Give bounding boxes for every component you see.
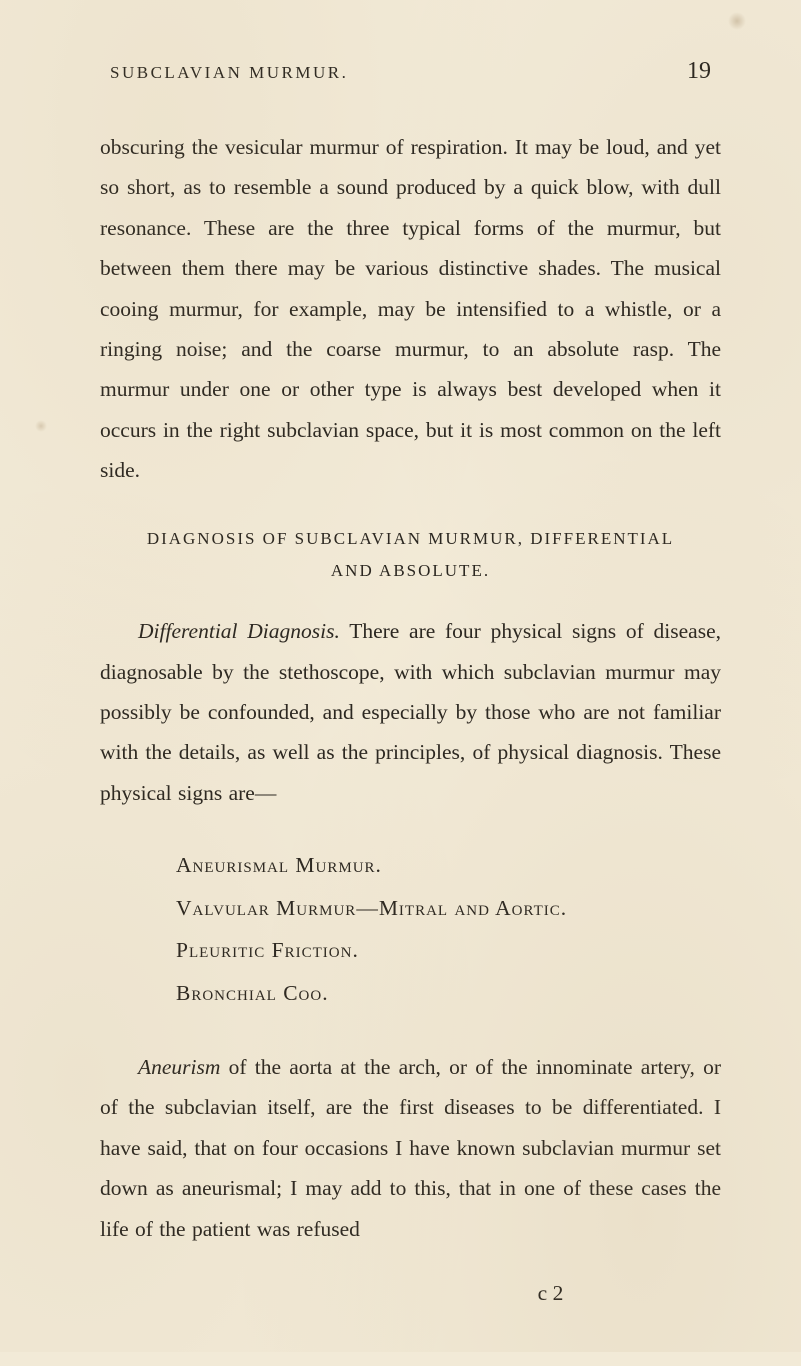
aneurism-term: Aneurism: [138, 1055, 220, 1079]
signs-list: Aneurismal Murmur. Valvular Murmur—Mitra…: [100, 845, 721, 1013]
section-heading: DIAGNOSIS OF SUBCLAVIAN MURMUR, DIFFEREN…: [100, 523, 721, 588]
foxing-spot: [728, 12, 746, 30]
paragraph-3-body: of the aorta at the arch, or of the inno…: [100, 1055, 721, 1241]
list-item: Valvular Murmur—Mitral and Aortic.: [176, 888, 721, 928]
section-heading-line1: DIAGNOSIS OF SUBCLAVIAN MURMUR, DIFFEREN…: [100, 523, 721, 555]
diagnosis-term: Differential Diagnosis.: [138, 619, 340, 643]
paragraph-3: Aneurism of the aorta at the arch, or of…: [100, 1047, 721, 1249]
page-number: 19: [687, 58, 711, 85]
list-item: Aneurismal Murmur.: [176, 845, 721, 885]
foxing-spot: [35, 420, 47, 432]
list-item: Bronchial Coo.: [176, 973, 721, 1013]
paragraph-2-body: There are four physical signs of disease…: [100, 619, 721, 805]
signature-mark: c 2: [100, 1281, 721, 1306]
paragraph-1: obscuring the vesicular murmur of respir…: [100, 127, 721, 491]
list-item: Pleuritic Friction.: [176, 930, 721, 970]
running-head: SUBCLAVIAN MURMUR.: [110, 63, 348, 83]
section-heading-line2: AND ABSOLUTE.: [100, 555, 721, 587]
paragraph-2: Differential Diagnosis. There are four p…: [100, 611, 721, 813]
